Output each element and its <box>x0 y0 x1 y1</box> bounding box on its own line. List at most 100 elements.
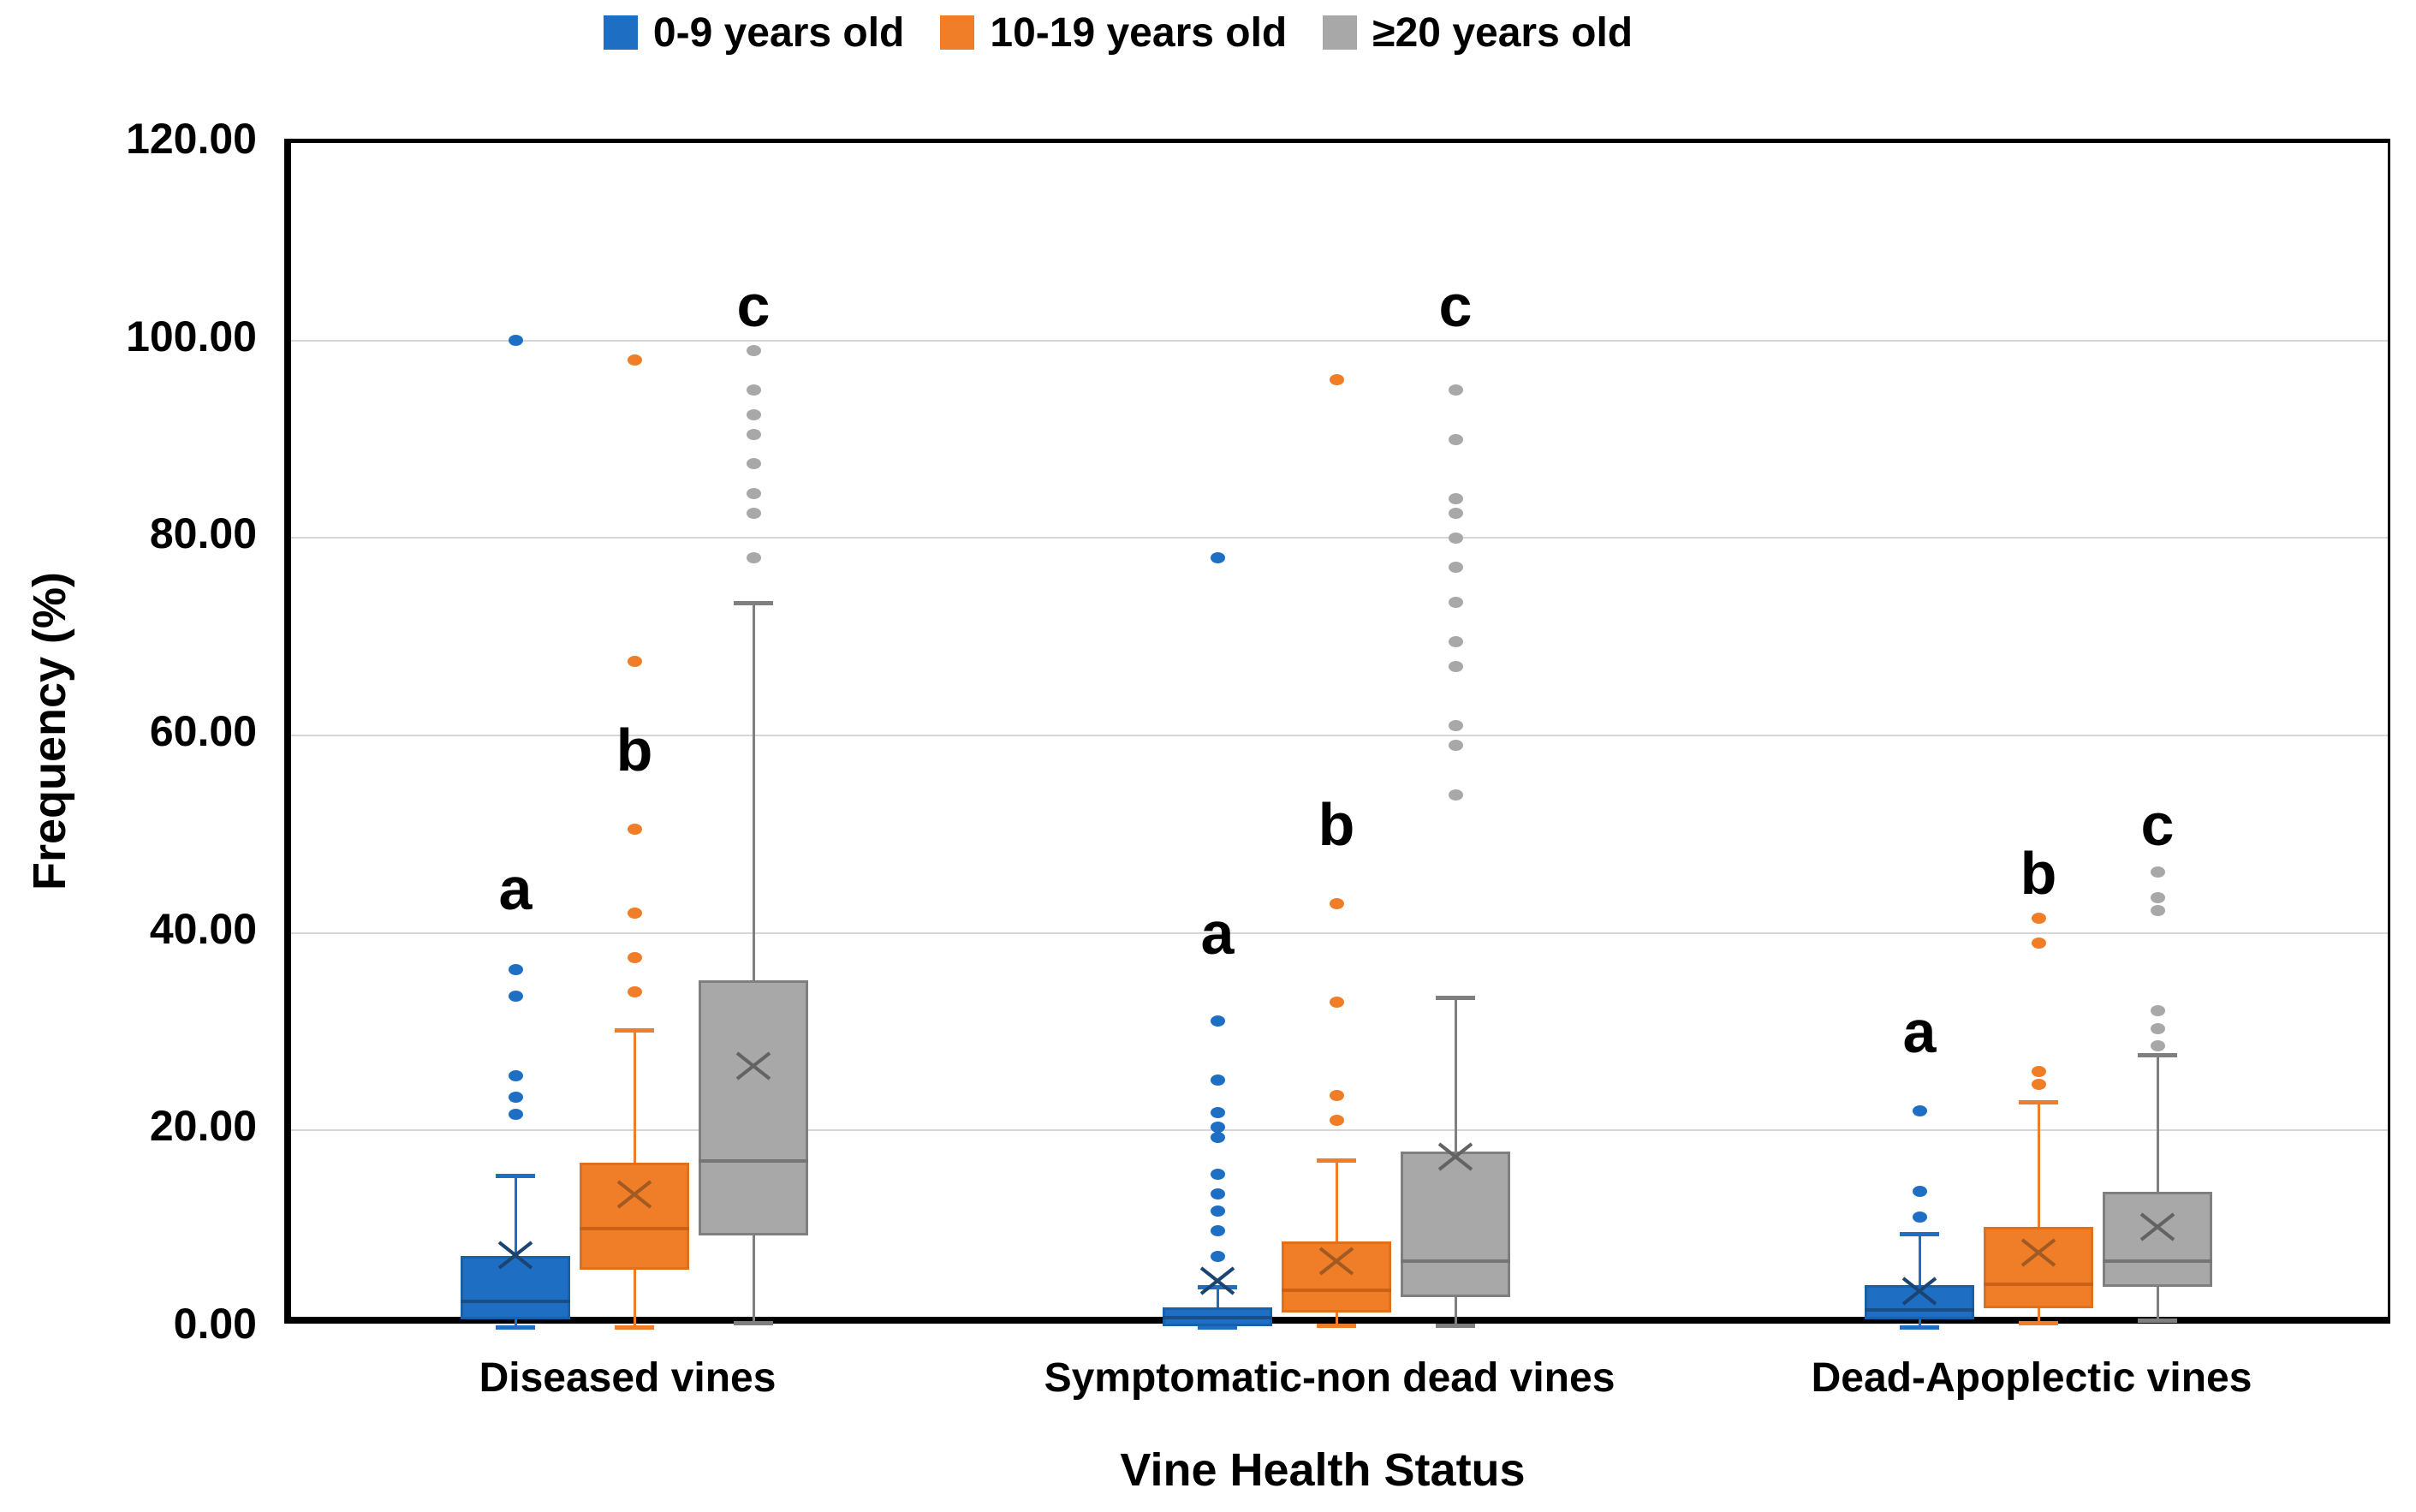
whisker-cap-top-g1-s0 <box>1198 1284 1237 1289</box>
gridline-20 <box>291 1129 2388 1132</box>
sig-letter-c-g2-s2: c <box>2140 790 2175 858</box>
median-g0-s0 <box>461 1299 570 1303</box>
whisker-cap-top-g2-s0 <box>1900 1232 1939 1237</box>
outlier-dot-g0-s2 <box>746 551 761 563</box>
gridline-40 <box>291 932 2388 934</box>
y-tick-label-100: 100.00 <box>126 312 257 360</box>
y-tick-label-60: 60.00 <box>149 707 257 755</box>
outlier-dot-g1-s0 <box>1210 1251 1225 1263</box>
outlier-dot-g1-s0 <box>1210 1015 1225 1027</box>
whisker-cap-bottom-g0-s1 <box>615 1324 654 1330</box>
mean-x-marker-g2-s0 <box>1899 1274 1940 1313</box>
whisker-cap-top-g2-s2 <box>2138 1052 2177 1057</box>
whisker-cap-top-g0-s2 <box>734 601 773 606</box>
outlier-dot-g0-s1 <box>627 354 642 366</box>
legend-swatch-icon <box>940 15 975 50</box>
outlier-dot-g1-s1 <box>1329 1115 1344 1127</box>
x-tick-label-2: Dead-Apoplectic vines <box>1811 1355 2252 1401</box>
sig-letter-b-g1-s1: b <box>1318 790 1355 858</box>
outlier-dot-g0-s0 <box>508 963 523 975</box>
box-g0-s2 <box>699 980 808 1235</box>
sig-letter-b-g0-s1: b <box>616 717 653 784</box>
outlier-dot-g1-s2 <box>1448 433 1463 445</box>
outlier-dot-g2-s2 <box>2150 1005 2165 1017</box>
x-axis-title: Vine Health Status <box>1120 1444 1526 1496</box>
mean-x-marker-g0-s1 <box>614 1177 655 1216</box>
whisker-cap-bottom-g1-s1 <box>1317 1323 1356 1328</box>
legend-swatch-icon <box>1323 15 1358 50</box>
outlier-dot-g1-s2 <box>1448 532 1463 544</box>
whisker-g2-s1 <box>2037 1101 2040 1324</box>
outlier-dot-g0-s0 <box>508 1091 523 1103</box>
sig-letter-b-g2-s1: b <box>2020 840 2057 908</box>
outlier-dot-g1-s2 <box>1448 635 1463 647</box>
whisker-cap-bottom-g0-s0 <box>496 1324 535 1330</box>
x-tick-label-1: Symptomatic-non dead vines <box>1044 1355 1616 1401</box>
outlier-dot-g1-s2 <box>1448 562 1463 574</box>
y-tick-label-40: 40.00 <box>149 904 257 953</box>
whisker-cap-top-g0-s0 <box>496 1174 535 1179</box>
outlier-dot-g0-s2 <box>746 428 761 440</box>
whisker-g0-s2 <box>752 603 755 1324</box>
y-tick-label-0: 0.00 <box>173 1300 257 1348</box>
outlier-dot-g2-s0 <box>1912 1186 1927 1198</box>
outlier-dot-g2-s0 <box>1912 1211 1927 1223</box>
outlier-dot-g1-s2 <box>1448 508 1463 519</box>
median-g2-s1 <box>1984 1283 2093 1287</box>
outlier-dot-g0-s2 <box>746 458 761 470</box>
box-g1-s1 <box>1282 1241 1391 1313</box>
whisker-cap-bottom-g1-s2 <box>1436 1323 1475 1328</box>
outlier-dot-g1-s2 <box>1448 492 1463 504</box>
median-g1-s0 <box>1163 1316 1272 1320</box>
outlier-dot-g1-s2 <box>1448 719 1463 731</box>
sig-letter-a-g0-s0: a <box>498 854 533 922</box>
whisker-cap-bottom-g2-s1 <box>2019 1321 2058 1326</box>
legend-item-label: ≥20 years old <box>1372 9 1633 56</box>
median-g0-s2 <box>699 1159 808 1164</box>
outlier-dot-g2-s2 <box>2150 904 2165 916</box>
plot-inner: a b c a b c a b c <box>291 143 2388 1330</box>
outlier-dot-g1-s2 <box>1448 660 1463 672</box>
whisker-g1-s0 <box>1216 1286 1219 1327</box>
outlier-dot-g0-s0 <box>508 990 523 1002</box>
mean-x-marker-g0-s2 <box>733 1049 774 1087</box>
whisker-g0-s0 <box>514 1176 517 1327</box>
legend-item-1: 10-19 years old <box>940 9 1287 57</box>
outlier-dot-g1-s0 <box>1210 1168 1225 1180</box>
outlier-dot-g2-s2 <box>2150 1023 2165 1035</box>
x-tick-label-0: Diseased vines <box>479 1355 777 1401</box>
outlier-dot-g1-s1 <box>1329 897 1344 909</box>
whisker-cap-top-g2-s1 <box>2019 1099 2058 1104</box>
whisker-cap-top-g1-s1 <box>1317 1158 1356 1163</box>
legend-item-0: 0-9 years old <box>603 9 904 57</box>
outlier-dot-g2-s1 <box>2031 1078 2046 1090</box>
outlier-dot-g0-s1 <box>627 908 642 920</box>
whisker-g2-s0 <box>1918 1234 1921 1327</box>
outlier-dot-g1-s0 <box>1210 1131 1225 1143</box>
outlier-dot-g2-s2 <box>2150 891 2165 903</box>
outlier-dot-g1-s1 <box>1329 1090 1344 1102</box>
gridline-60 <box>291 735 2388 736</box>
outlier-dot-g1-s2 <box>1448 596 1463 608</box>
outlier-dot-g1-s1 <box>1329 374 1344 386</box>
outlier-dot-g0-s1 <box>627 824 642 836</box>
legend-item-label: 10-19 years old <box>990 9 1288 56</box>
outlier-dot-g1-s2 <box>1448 789 1463 801</box>
median-g2-s0 <box>1865 1308 1974 1313</box>
whisker-cap-top-g1-s2 <box>1436 995 1475 1000</box>
box-g0-s1 <box>580 1163 689 1270</box>
y-tick-label-120: 120.00 <box>126 115 257 163</box>
outlier-dot-g0-s2 <box>746 508 761 519</box>
mean-x-marker-g0-s0 <box>495 1238 536 1277</box>
outlier-dot-g1-s1 <box>1329 996 1344 1008</box>
outlier-dot-g0-s2 <box>746 344 761 356</box>
legend-item-2: ≥20 years old <box>1323 9 1633 57</box>
outlier-dot-g2-s1 <box>2031 912 2046 924</box>
sig-letter-a-g2-s0: a <box>1902 998 1937 1065</box>
outlier-dot-g0-s2 <box>746 384 761 396</box>
outlier-dot-g1-s0 <box>1210 1074 1225 1086</box>
outlier-dot-g0-s1 <box>627 952 642 963</box>
whisker-cap-bottom-g1-s0 <box>1198 1324 1237 1330</box>
gridline-80 <box>291 537 2388 539</box>
whisker-g2-s2 <box>2156 1054 2159 1320</box>
